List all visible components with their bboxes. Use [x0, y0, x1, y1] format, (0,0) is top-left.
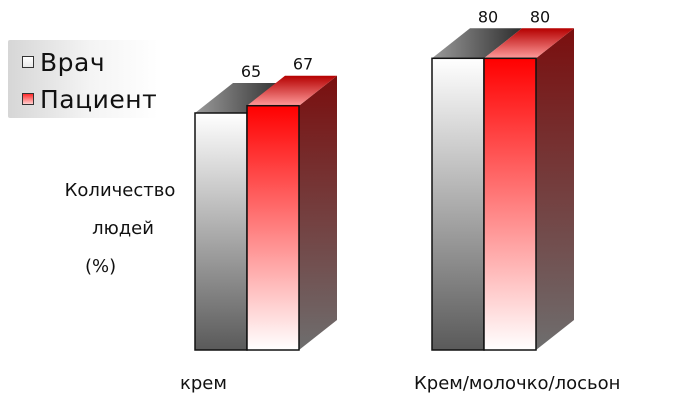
legend-swatch-doctor	[22, 56, 34, 68]
data-label-doctor-cream-milk-lotion: 80	[478, 7, 498, 26]
bar-side-face	[536, 28, 574, 351]
bar-top-face	[195, 83, 285, 113]
category-label-cream-milk-lotion: Крем/молочко/лосьон	[414, 373, 621, 394]
bar-patient-cream-milk-lotion	[483, 28, 574, 351]
legend-label-doctor: Врач	[40, 47, 106, 77]
y-axis-label: Количество людей (%)	[45, 172, 195, 286]
data-label-doctor-cream: 65	[241, 62, 261, 81]
bar-side-face	[299, 75, 337, 350]
bar-front-face	[246, 104, 300, 351]
legend-item-doctor: Врач	[22, 46, 105, 78]
y-axis-label-line-3: (%)	[85, 256, 117, 277]
bar-doctor-cream	[194, 83, 285, 351]
bar-top-face	[247, 75, 337, 106]
bar-doctor-cream-milk-lotion	[431, 28, 522, 351]
legend-label-patient: Пациент	[40, 84, 158, 114]
bar-patient-cream	[246, 75, 337, 351]
category-label-cream: крем	[180, 373, 227, 394]
legend-swatch-patient	[22, 93, 34, 105]
data-label-patient-cream-milk-lotion: 80	[530, 7, 550, 26]
bar-front-face	[483, 57, 537, 351]
bar-front-face	[431, 57, 485, 351]
bar-top-face	[432, 28, 522, 59]
legend-item-patient: Пациент	[22, 83, 157, 115]
bar-top-face	[484, 28, 574, 59]
data-label-patient-cream: 67	[293, 55, 313, 74]
y-axis-label-line-2: людей	[92, 218, 154, 239]
y-axis-label-line-1: Количество	[64, 180, 176, 201]
legend: Врач Пациент	[8, 40, 158, 118]
bar-front-face	[194, 112, 248, 351]
